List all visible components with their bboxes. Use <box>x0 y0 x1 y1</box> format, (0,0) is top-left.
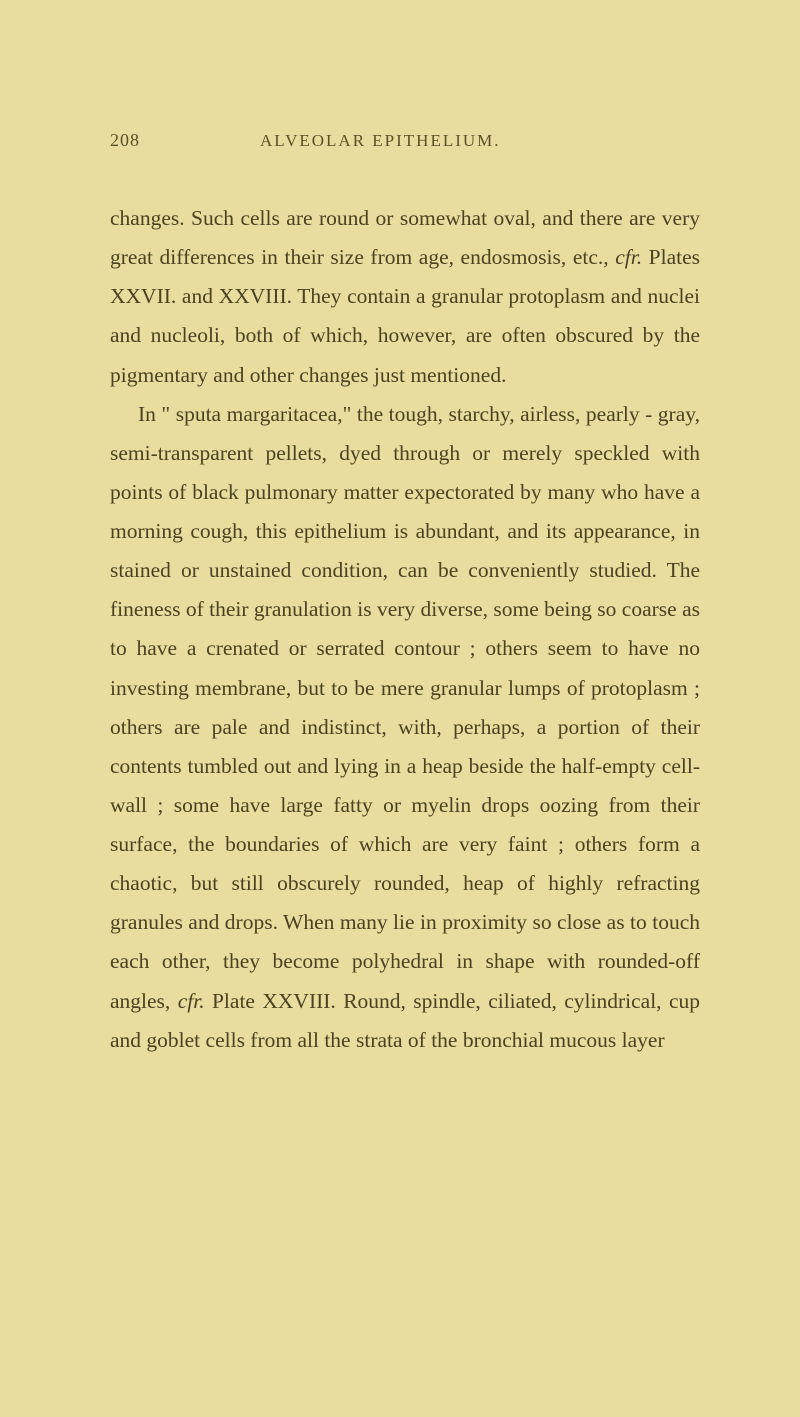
body-text: changes. Such cells are round or somewha… <box>110 199 700 1060</box>
body-paragraph: changes. Such cells are round or somewha… <box>110 199 700 395</box>
document-page: 208 ALVEOLAR EPITHELIUM. changes. Such c… <box>0 0 800 1160</box>
italic-text: cfr. <box>615 245 642 269</box>
italic-text: cfr. <box>178 989 205 1013</box>
page-number: 208 <box>110 130 140 151</box>
chapter-title: ALVEOLAR EPITHELIUM. <box>260 131 501 151</box>
text-segment: In " sputa margaritacea," the tough, sta… <box>110 402 700 1013</box>
body-paragraph: In " sputa margaritacea," the tough, sta… <box>110 395 700 1060</box>
text-segment: changes. Such cells are round or somewha… <box>110 206 700 269</box>
page-header: 208 ALVEOLAR EPITHELIUM. <box>110 130 700 151</box>
